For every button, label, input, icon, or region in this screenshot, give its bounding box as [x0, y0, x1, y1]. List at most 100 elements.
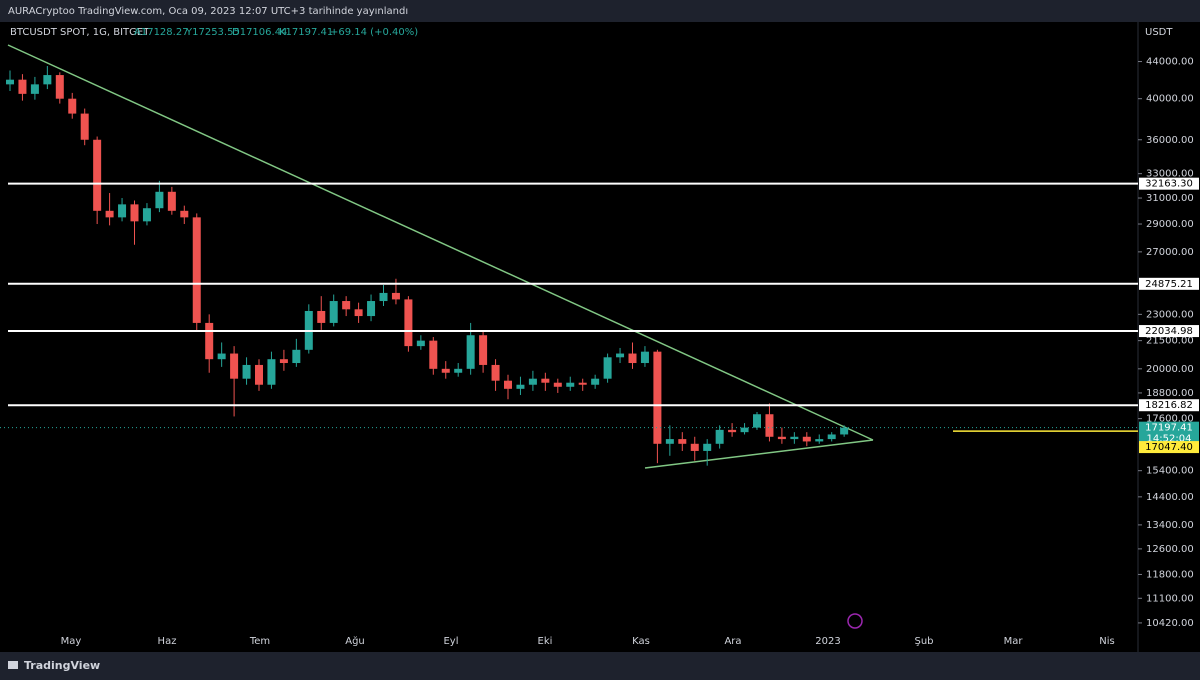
- candle-body: [504, 380, 512, 389]
- x-tick-label: Eyl: [443, 636, 458, 647]
- level-label-box: [1139, 177, 1199, 190]
- x-tick-label: 2023: [815, 636, 840, 647]
- candle-body: [18, 79, 27, 94]
- candle-body: [255, 364, 263, 385]
- candle-body: [516, 384, 525, 389]
- candle-body: [217, 353, 226, 360]
- y-tick-label: 11800.00: [1146, 569, 1194, 580]
- candle-body: [329, 301, 338, 323]
- candle-body: [342, 301, 351, 310]
- candle-body: [354, 309, 363, 317]
- countdown: 14:52:04: [1147, 434, 1192, 445]
- bottom-bar: [0, 652, 1200, 680]
- candle-body: [292, 349, 301, 364]
- candle-body: [703, 443, 712, 451]
- level-label-box: [1139, 325, 1199, 338]
- publisher: AURACryptoo TradingView.com, Oca 09, 202…: [8, 6, 408, 17]
- candle-body: [205, 322, 214, 360]
- x-tick-label: Nis: [1099, 636, 1114, 647]
- candle-body: [653, 351, 662, 444]
- top-bar: [0, 0, 1200, 22]
- candle-body: [242, 364, 251, 379]
- x-tick-label: Kas: [632, 636, 650, 647]
- level-label-box: [1139, 277, 1199, 290]
- candle-body: [192, 217, 201, 323]
- x-tick-label: Mar: [1004, 636, 1024, 647]
- candle-body: [528, 378, 537, 385]
- level-label: 32163.30: [1145, 179, 1193, 190]
- candle-body: [616, 353, 625, 358]
- candle-body: [80, 113, 89, 140]
- legend-change: +69.14 (+0.40%): [330, 27, 418, 38]
- y-tick-label: 27000.00: [1146, 247, 1194, 258]
- candle-body: [553, 382, 562, 387]
- candle-body: [765, 414, 774, 437]
- legend-close: K17197.41: [279, 27, 333, 38]
- y-tick-label: 29000.00: [1146, 219, 1194, 230]
- y-tick-label: 21500.00: [1146, 336, 1194, 347]
- y-tick-label: 23000.00: [1146, 309, 1194, 320]
- candle-body: [317, 310, 326, 323]
- candle-body: [180, 210, 189, 218]
- candle-body: [790, 436, 799, 440]
- candle-body: [753, 414, 761, 428]
- candle-body: [840, 427, 849, 435]
- legend-open: A17128.27: [134, 27, 189, 38]
- candle-body: [678, 439, 687, 444]
- candle-body: [93, 139, 102, 211]
- y-tick-label: 31000.00: [1146, 193, 1194, 204]
- candle-body: [541, 378, 550, 383]
- candle-body: [416, 340, 425, 347]
- candle-body: [155, 191, 164, 209]
- candle-body: [404, 299, 413, 347]
- candle-body: [591, 378, 600, 385]
- candle-body: [43, 75, 52, 85]
- x-tick-label: Haz: [158, 636, 177, 647]
- candle-body: [118, 204, 127, 218]
- y-tick-label: 33000.00: [1146, 169, 1194, 180]
- candle-body: [802, 436, 811, 442]
- x-tick-label: Tem: [249, 636, 270, 647]
- candle-body: [267, 359, 276, 385]
- alert-label: 17047.40: [1145, 442, 1193, 453]
- level-label: 22034.98: [1145, 326, 1193, 337]
- legend-high: Y17253.55: [185, 27, 240, 38]
- candle-body: [740, 427, 749, 433]
- candle-body: [279, 359, 288, 364]
- candle-body: [815, 439, 824, 442]
- candle-body: [777, 436, 786, 440]
- x-tick-label: Ara: [724, 636, 741, 647]
- candle-body: [690, 443, 699, 451]
- y-tick-label: 14400.00: [1146, 492, 1194, 503]
- candle-body: [391, 292, 400, 300]
- candle-body: [130, 204, 139, 222]
- candle-body: [6, 79, 14, 85]
- alert-label-box: [1139, 441, 1199, 454]
- y-tick-label: 20000.00: [1146, 364, 1194, 375]
- candle-body: [466, 335, 475, 369]
- y-tick-label: 18800.00: [1146, 388, 1194, 399]
- y-tick-label: 11100.00: [1146, 593, 1194, 604]
- candle-body: [167, 191, 176, 211]
- candle-body: [491, 364, 500, 381]
- y-tick-label: 12600.00: [1146, 544, 1194, 555]
- candle-body: [628, 353, 637, 364]
- event-icon: [847, 613, 863, 629]
- x-tick-label: Şub: [914, 636, 933, 647]
- x-tick-label: Eki: [538, 636, 553, 647]
- candle-body: [827, 434, 836, 440]
- y-tick-label: 10420.00: [1146, 618, 1194, 629]
- candle-body: [142, 208, 151, 222]
- level-label: 18216.82: [1145, 400, 1193, 411]
- legend-low: D17106.44: [232, 27, 287, 38]
- candle-body: [441, 368, 450, 373]
- level-label: 24875.21: [1145, 279, 1193, 290]
- candle-body: [429, 340, 438, 369]
- level-label-box: [1139, 399, 1199, 412]
- candle-body: [566, 382, 575, 387]
- candle-body: [454, 368, 463, 373]
- brand: TradingView: [24, 659, 100, 672]
- axis-unit: USDT: [1145, 27, 1173, 38]
- candle-body: [479, 335, 488, 365]
